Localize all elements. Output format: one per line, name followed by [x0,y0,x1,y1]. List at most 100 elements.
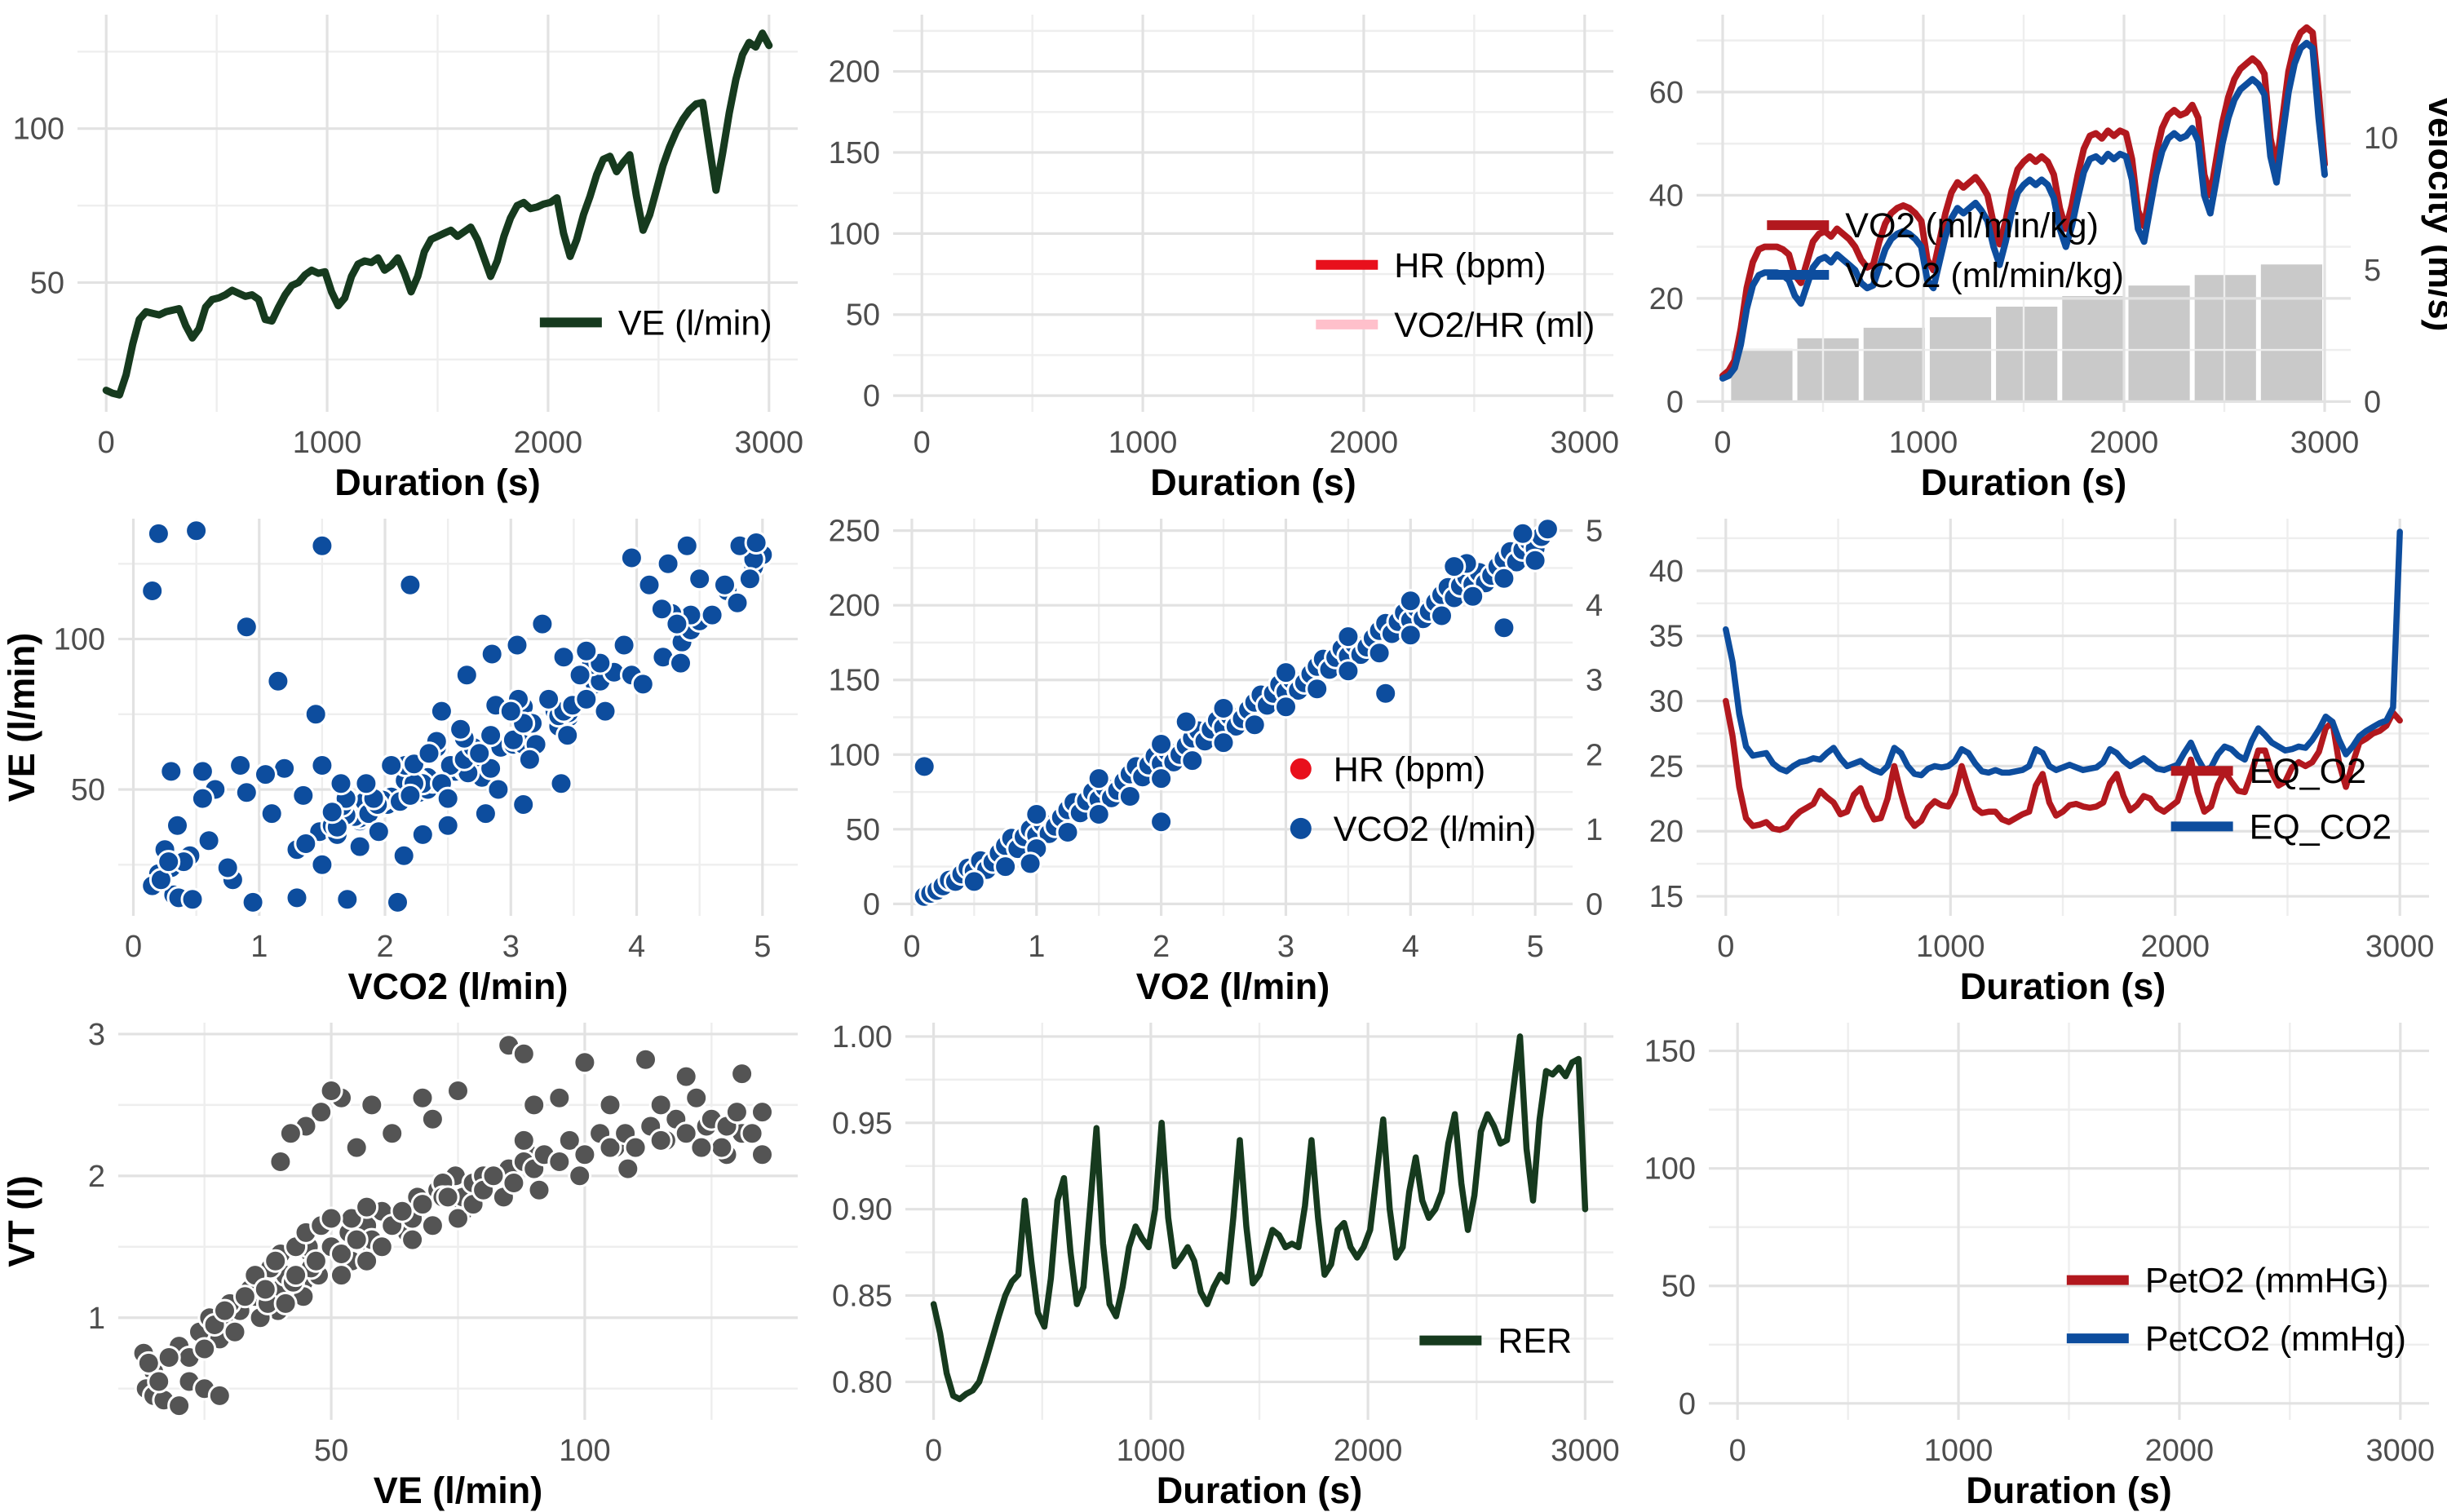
y-axis-tick-label: 100 [829,217,880,251]
data-point [241,890,265,914]
velocity-bar [2260,264,2323,402]
data-point [234,780,259,805]
y-axis-tick-label: 0 [1679,1387,1696,1421]
x-axis-title: VO2 (l/min) [1136,966,1330,1007]
data-point [446,1079,470,1103]
y-axis-tick-label: 0 [1666,385,1684,419]
data-point [568,663,592,687]
panel-background [816,1008,1631,1512]
data-point [1055,820,1080,844]
data-point [648,1128,673,1152]
data-point [329,771,353,796]
legend-key-VCO2 (l/min) [1290,817,1312,839]
series-line-RER [930,1033,1589,1403]
y-axis-tick-label: 50 [846,813,880,847]
legend-label: EQ_CO2 [2250,807,2392,847]
data-point [1149,767,1174,791]
data-point [637,573,662,597]
data-point [480,642,504,666]
panel-vt-vs-ve: 1 2 3 50 100 VE (l/min) VT (l) [0,1008,816,1512]
data-point [335,887,360,912]
data-point [197,829,221,853]
y-axis-tick-label: 40 [1649,179,1684,213]
data-point [1018,851,1042,876]
data-point [259,802,284,826]
x-axis-tick-label: 3000 [2366,1434,2436,1468]
data-point [574,687,599,711]
data-point [1211,696,1236,720]
data-point [724,1100,749,1125]
data-point [737,567,762,591]
data-point [1398,623,1423,648]
panel-rer: 0.80 0.85 0.90 0.95 1.00 0 1000 2000 3000 Duratio… [816,1008,1631,1512]
data-point [284,1263,308,1288]
data-point [285,886,309,910]
data-point [273,1291,298,1315]
data-point [993,855,1018,879]
data-point [574,639,599,663]
right-axis-title: Velocity (m/s) [2421,95,2447,331]
x-axis-title: Duration (s) [1921,462,2127,503]
data-point [294,832,318,855]
legend-label: EQ_O2 [2250,752,2366,791]
data-point [674,1121,698,1146]
x-axis-tick-label: 1000 [1924,1434,1993,1468]
data-point [263,1249,288,1273]
legend-label: VCO2 (l/min) [1334,810,1536,849]
data-point [436,813,460,838]
data-point [634,1047,657,1072]
data-point [522,1093,546,1117]
data-point [1442,555,1467,579]
data-point [537,687,561,711]
rer-chart: 0.80 0.85 0.90 0.95 1.00 0 1000 2000 3000 Duratio… [816,1008,1631,1512]
data-point [147,1369,171,1394]
data-point [180,887,205,912]
data-point [669,651,693,675]
data-point [310,852,334,877]
vt-vs-ve-chart: 1 2 3 50 100 VE (l/min) VT (l) [0,1008,816,1512]
data-point [1398,589,1423,613]
data-point [1086,767,1111,791]
data-point [505,633,529,657]
data-point [551,645,576,670]
data-point [744,531,768,555]
data-point [366,820,391,844]
data-point [573,1050,597,1075]
x-axis-tick-label: 5 [1527,930,1544,964]
y-axis-tick-label: 0.95 [832,1107,892,1141]
velocity-bar [1996,307,2058,402]
data-point [573,1143,597,1167]
panel-eqo2-eqco2: 15 20 25 30 35 40 0 1000 2000 3000 Duration (s) EQ_… [1631,504,2447,1008]
panel-ve-vs-vco2: 50 100 0 1 2 3 4 5 VCO2 (l/min) VE (l/min) [0,504,816,1008]
panel-vo2-vco2-velocity: 0 20 40 60 0 1000 2000 3000 0 5 10 Velocity (m/s) Du… [1631,0,2447,504]
peto2-petco2-chart: 0 50 100 150 0 1000 2000 3000 Duration (s) PetO2 … [1631,1008,2447,1512]
data-point [1086,802,1111,826]
right-axis-tick-label: 4 [1586,589,1603,623]
panel-background [0,1008,816,1512]
data-point [674,1064,698,1089]
data-point [1174,710,1198,734]
data-point [215,855,240,880]
gridlines-minor [893,15,1613,412]
data-point [547,1150,572,1174]
right-axis-tick-label: 0 [2364,385,2381,419]
velocity-bar [2194,275,2256,402]
data-point [254,763,277,787]
y-axis-tick-label: 0 [863,887,880,922]
x-axis-tick-label: 0 [903,930,920,964]
y-axis-tick-label: 100 [54,623,105,657]
data-point [398,573,423,597]
scatter-points [131,1033,774,1418]
data-point [557,1128,582,1152]
y-axis-tick-label: 50 [30,266,64,300]
data-point [360,1093,384,1117]
gridlines-minor [118,1023,798,1420]
velocity-bar [1929,316,1992,402]
x-axis-tick-label: 1000 [1108,426,1178,460]
data-point [166,813,189,838]
data-point [619,546,644,570]
data-point [530,612,555,636]
data-point [392,843,416,868]
